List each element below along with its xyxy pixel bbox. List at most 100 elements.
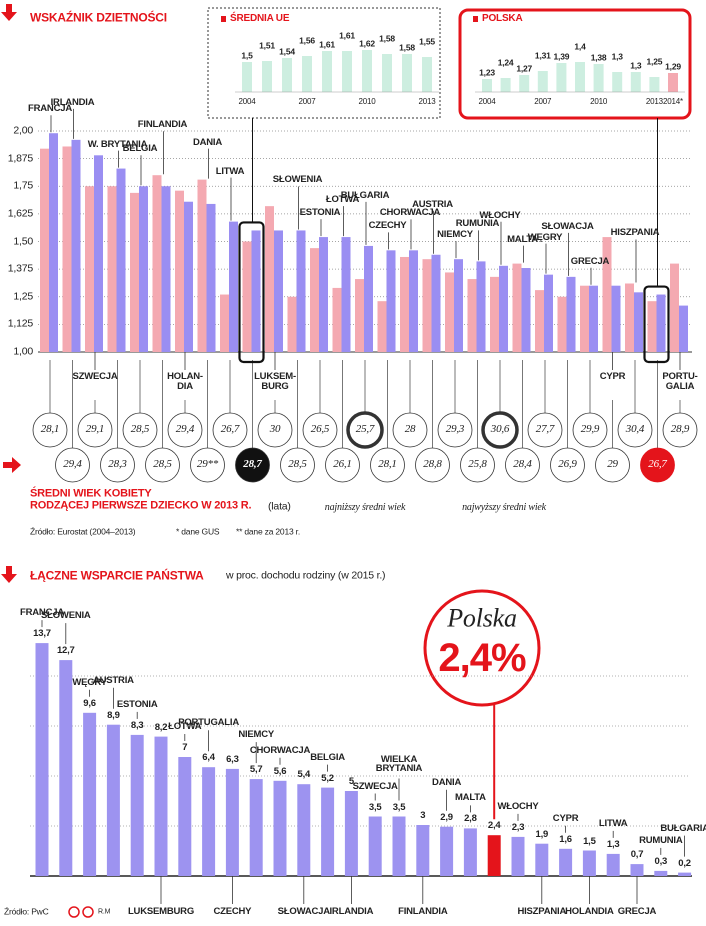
- value-label: 1,61: [339, 30, 355, 41]
- credit: R.M: [98, 908, 111, 916]
- age-bubble: [212, 412, 248, 448]
- category-label: BELGIA: [310, 751, 345, 763]
- x-tick-label: 2014*: [663, 96, 683, 106]
- value-label: 12,7: [56, 645, 75, 657]
- age-bubble: [280, 447, 315, 483]
- category-label: ŁOTWA: [325, 194, 360, 206]
- bar: [670, 263, 679, 352]
- bar: [341, 237, 351, 352]
- y-tick-label: 1,50: [13, 234, 33, 247]
- category-label: DANIA: [432, 776, 462, 788]
- bar: [535, 290, 544, 352]
- bar: [593, 64, 604, 92]
- value-label: 3,5: [392, 801, 406, 813]
- copyright-icon: [82, 906, 94, 918]
- age-label: 28,4: [513, 458, 532, 471]
- bar: [220, 294, 229, 352]
- bar: [175, 190, 184, 352]
- bar: [566, 276, 576, 352]
- bar: [321, 787, 335, 876]
- bar: [647, 301, 657, 352]
- y-tick-label: 1,625: [7, 207, 33, 220]
- bar: [557, 296, 567, 352]
- bar: [206, 203, 216, 352]
- bar: [202, 767, 216, 876]
- age-label: 26,5: [310, 423, 330, 436]
- y-tick-label: 1,25: [13, 290, 33, 303]
- bar: [287, 296, 297, 352]
- value-label: 1,3: [630, 60, 642, 71]
- category-label: BUŁGARIA: [660, 822, 706, 834]
- value-label: 3,5: [368, 801, 382, 813]
- category-label: NIEMCY: [238, 729, 275, 741]
- bar: [556, 63, 567, 92]
- category-label: FINLANDIA: [398, 906, 448, 918]
- callout-label: Polska: [447, 603, 517, 633]
- category-label: HOLANDIA: [565, 906, 614, 918]
- age-label: 30,6: [490, 423, 510, 436]
- age-label: 28,5: [130, 423, 150, 436]
- age-label: 28,8: [423, 458, 442, 471]
- category-label: WĘGRY: [72, 676, 107, 688]
- category-label: HOLAN- DIA: [167, 371, 203, 392]
- value-label: 1,39: [553, 51, 570, 62]
- category-label: SŁOWENIA: [41, 610, 91, 622]
- bar: [71, 139, 81, 352]
- age-bubble: [77, 412, 113, 448]
- y-tick-label: 2,00: [13, 124, 33, 137]
- bar: [40, 148, 49, 352]
- age-bubble: [617, 412, 653, 448]
- note: * dane GUS: [176, 526, 220, 537]
- bar: [322, 51, 332, 92]
- bar: [265, 206, 274, 352]
- bar: [251, 230, 261, 352]
- value-label: 8,9: [107, 709, 120, 721]
- source: Źródło: PwC: [4, 906, 49, 917]
- category-label: PORTUGALIA: [178, 717, 239, 729]
- inset-title: POLSKA: [482, 12, 523, 24]
- bar: [344, 791, 358, 876]
- chart-title: ŁĄCZNE WSPARCIE PAŃSTWA: [30, 568, 204, 583]
- category-label: BUŁGARIA: [340, 189, 390, 201]
- value-label: 5,2: [321, 772, 334, 784]
- bar: [463, 828, 477, 876]
- bar: [342, 51, 352, 92]
- category-label: MALTA: [454, 792, 486, 804]
- chart-title: WSKAŹNIK DZIETNOŚCI: [30, 10, 167, 25]
- bar: [229, 221, 238, 352]
- x-tick-label: 2010: [590, 96, 608, 106]
- bar: [612, 72, 623, 92]
- age-bubble: [302, 412, 338, 448]
- bar: [154, 736, 168, 876]
- age-bubble: [325, 447, 360, 483]
- age-bubble: [100, 447, 135, 483]
- value-label: 0,2: [678, 857, 691, 869]
- age-bubble: [481, 411, 519, 449]
- bar: [559, 848, 573, 876]
- value-label: 6,3: [226, 753, 239, 765]
- value-label: 6,4: [202, 752, 215, 764]
- bar: [107, 186, 117, 352]
- age-bubble: [550, 447, 585, 483]
- category-label: GRECJA: [570, 255, 610, 267]
- category-label: LUKSEMBURG: [127, 906, 195, 918]
- category-label: WŁOCHY: [479, 209, 521, 221]
- title-icon: [473, 16, 478, 22]
- bar: [602, 237, 612, 352]
- bar: [35, 643, 49, 876]
- category-label: BELGIA: [122, 143, 158, 155]
- age-label: 26,1: [333, 458, 352, 471]
- bar: [382, 54, 392, 92]
- bar: [649, 77, 660, 92]
- bar: [377, 301, 387, 352]
- age-label: 28: [404, 423, 416, 436]
- bar: [262, 61, 272, 92]
- bar: [178, 757, 192, 876]
- bar: [49, 133, 58, 352]
- value-label: 1,58: [379, 33, 395, 44]
- category-label: WŁOCHY: [497, 800, 539, 812]
- callout-value: 2,4%: [438, 636, 526, 680]
- note: ** dane za 2013 r.: [236, 526, 300, 537]
- bar: [678, 872, 692, 876]
